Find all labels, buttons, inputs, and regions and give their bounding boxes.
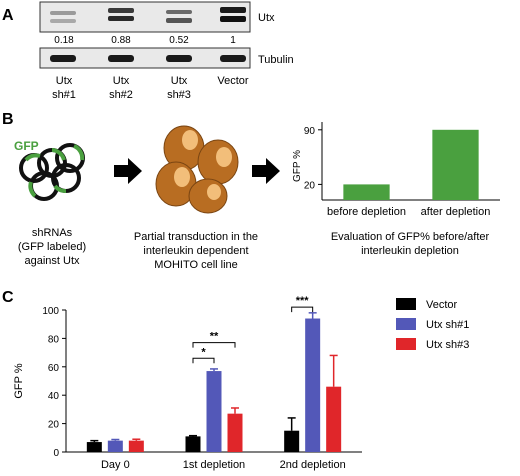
y-tick-label: 90 [304,126,316,137]
y-tick-label: 20 [304,180,316,191]
quant-value: 0.88 [111,35,131,46]
bar [128,440,144,452]
bar [343,184,390,200]
legend-swatch [396,318,416,330]
bar [86,442,102,452]
bar [432,129,479,200]
caption-line: Partial transduction in the [134,231,258,243]
mohito-cells-icon [155,125,239,214]
y-tick-label: 60 [48,363,60,374]
x-category-label: Day 0 [101,459,130,471]
lane-label: sh#1 [52,89,76,101]
bar [107,440,123,452]
x-category-label: after depletion [421,206,491,218]
tubulin-blot [39,47,251,69]
arrow-icon [252,158,280,184]
quant-value: 1 [230,35,236,46]
x-category-label: 1st depletion [183,459,245,471]
caption-line: interleukin depletion [361,245,459,257]
lane-label: Utx [113,75,130,87]
x-category-label: 2nd depletion [280,459,346,471]
significance-bracket [192,342,236,348]
significance-stars: ** [210,331,219,343]
x-category-label: before depletion [327,206,406,218]
legend-label: Utx sh#3 [426,339,469,351]
caption-line: MOHITO cell line [154,259,238,271]
y-axis-label: GFP % [292,150,303,182]
bar [227,413,243,452]
bar [206,371,222,452]
legend-label: Vector [426,299,458,311]
bar [185,436,201,452]
quant-value: 0.52 [169,35,189,46]
y-tick-label: 100 [42,306,59,317]
caption-line: (GFP labeled) [18,241,86,253]
bar [284,430,300,452]
arrow-icon [114,158,142,184]
utx-blot [39,1,251,33]
legend-swatch [396,298,416,310]
caption-line: Evaluation of GFP% before/after [331,231,490,243]
significance-stars: *** [296,295,310,307]
tubulin-band-label: Tubulin [258,54,294,66]
panel-b-letter: B [2,111,14,128]
legend: Vector Utx sh#1 Utx sh#3 [396,298,469,351]
lane-label: Vector [217,75,249,87]
significance-bracket [291,306,314,313]
bar [305,318,321,452]
bar [326,386,342,452]
gfp-label: GFP [14,139,39,153]
caption-line: shRNAs [32,227,73,239]
y-axis-label: GFP % [13,363,25,398]
legend-label: Utx sh#1 [426,319,469,331]
y-tick-label: 80 [48,334,60,345]
step1-caption: shRNAs (GFP labeled) against Utx [18,227,86,267]
legend-swatch [396,338,416,350]
quant-row: 0.18 0.88 0.52 1 [54,35,236,46]
quant-value: 0.18 [54,35,74,46]
lane-label: Utx [171,75,188,87]
caption-line: interleukin dependent [143,245,248,257]
significance-bracket [192,357,215,364]
lane-label: sh#2 [109,89,133,101]
step3-caption: Evaluation of GFP% before/after interleu… [331,231,490,257]
lane-label: Utx [56,75,73,87]
shrna-plasmids-icon [19,143,85,201]
panel-a-letter: A [2,7,14,24]
gfp-before-after-chart: GFP % 20 90 before depletion after depletio… [292,122,500,218]
y-tick-label: 20 [48,420,60,431]
caption-line: against Utx [24,255,80,267]
significance-stars: * [201,346,206,358]
y-tick-label: 0 [53,448,59,459]
lane-label: sh#3 [167,89,191,101]
y-tick-label: 40 [48,391,60,402]
panel-c-letter: C [2,289,14,306]
utx-band-label: Utx [258,12,275,24]
lane-labels: Utx sh#1 Utx sh#2 Utx sh#3 Vector [52,75,249,101]
step2-caption: Partial transduction in the interleukin … [134,231,258,271]
